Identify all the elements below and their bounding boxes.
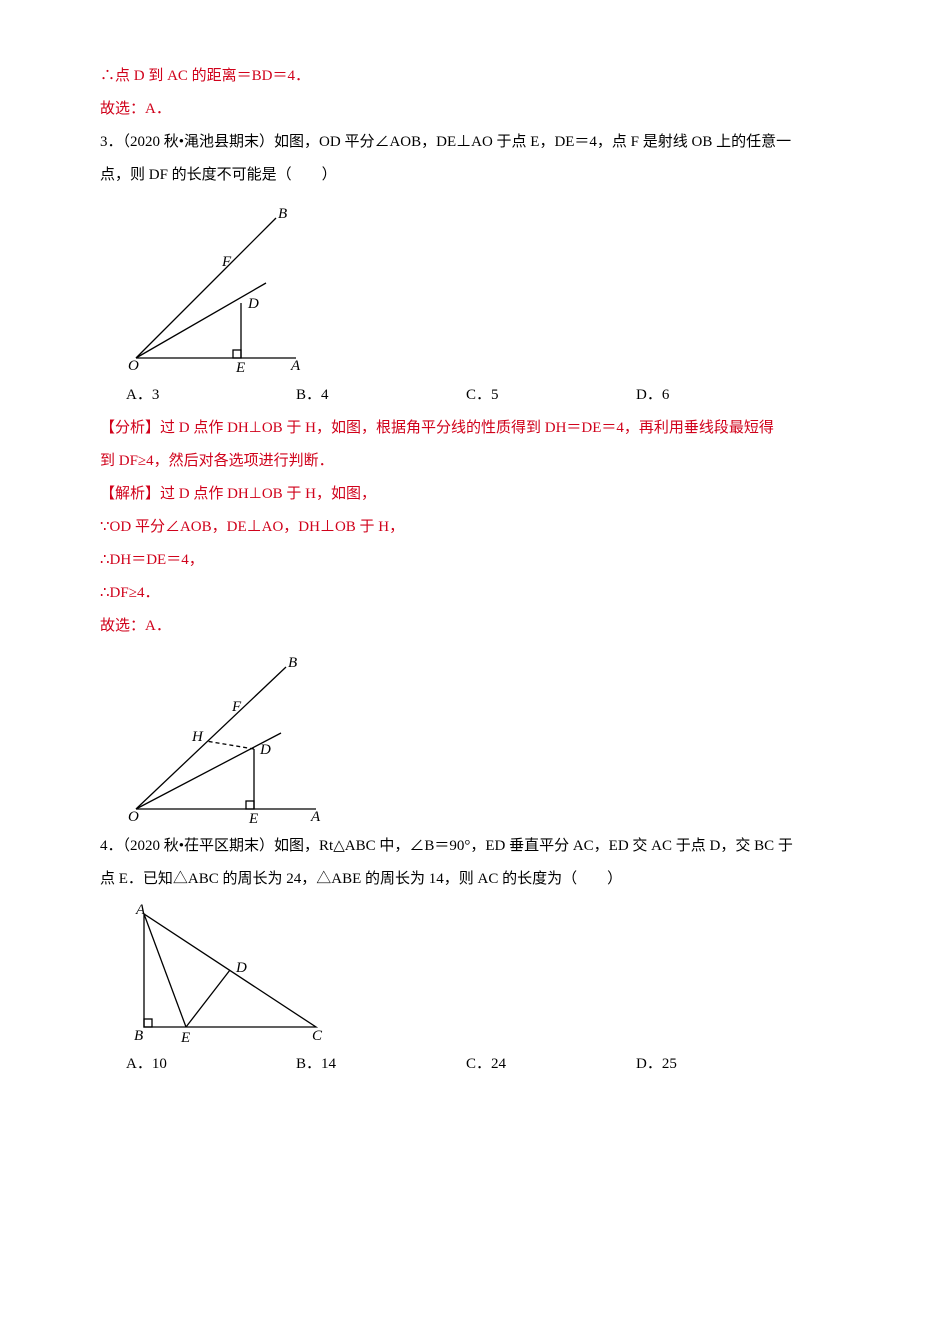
analysis-label: 【分析】 — [100, 420, 160, 436]
svg-text:O: O — [128, 358, 139, 373]
svg-text:F: F — [231, 699, 242, 715]
q3-choice-b: B．4 — [296, 379, 466, 412]
q4-choice-d: D．25 — [636, 1048, 806, 1081]
sol5: 故选：A． — [100, 618, 171, 634]
svg-text:D: D — [247, 296, 259, 312]
svg-text:H: H — [191, 729, 204, 745]
sol1: 过 D 点作 DH⊥OB 于 H，如图， — [160, 486, 376, 502]
q3-choice-c: C．5 — [466, 379, 636, 412]
svg-text:C: C — [312, 1028, 323, 1042]
q3-choices: A．3 B．4 C．5 D．6 — [126, 379, 860, 412]
svg-text:D: D — [235, 960, 247, 976]
q4-stem-a: 如图，Rt△ABC 中，∠B＝90°，ED 垂直平分 AC，ED 交 AC 于点… — [274, 838, 793, 854]
svg-text:E: E — [235, 360, 245, 373]
q4-choice-b: B．14 — [296, 1048, 466, 1081]
solution-label: 【解析】 — [100, 486, 160, 502]
svg-text:E: E — [180, 1030, 190, 1042]
q4-source: （2020 秋•茌平区期末） — [123, 838, 275, 854]
svg-text:A: A — [135, 902, 146, 918]
q4-choice-a: A．10 — [126, 1048, 296, 1081]
q3-stem-b: 点，则 DF 的长度不可能是（ ） — [100, 167, 337, 183]
q3-solution-line5: 故选：A． — [100, 610, 860, 643]
q3-analysis-line2: 到 DF≥4，然后对各选项进行判断． — [100, 445, 860, 478]
analysis-a: 过 D 点作 DH⊥OB 于 H，如图，根据角平分线的性质得到 DH＝DE＝4，… — [160, 420, 774, 436]
sol4: ∴DF≥4． — [100, 585, 159, 601]
q4-stem-line2: 点 E．已知△ABC 的周长为 24，△ABE 的周长为 14，则 AC 的长度… — [100, 863, 860, 896]
q3-solution-line3: ∴DH＝DE＝4， — [100, 544, 860, 577]
q3-figure2: O A E D B F H — [126, 649, 860, 824]
q3-analysis-line1: 【分析】过 D 点作 DH⊥OB 于 H，如图，根据角平分线的性质得到 DH＝D… — [100, 412, 860, 445]
q4-choice-c: C．24 — [466, 1048, 636, 1081]
prev-line1: ∴点 D 到 AC 的距离＝BD＝4． — [100, 60, 860, 93]
svg-text:D: D — [259, 742, 271, 758]
q3-choice-a: A．3 — [126, 379, 296, 412]
q4-stem-b: 点 E．已知△ABC 的周长为 24，△ABE 的周长为 14，则 AC 的长度… — [100, 871, 622, 887]
q3-choice-d: D．6 — [636, 379, 806, 412]
q4-stem-line1: 4．（2020 秋•茌平区期末）如图，Rt△ABC 中，∠B＝90°，ED 垂直… — [100, 830, 860, 863]
svg-text:E: E — [248, 811, 258, 824]
q3-solution-line4: ∴DF≥4． — [100, 577, 860, 610]
q3-solution-line1: 【解析】过 D 点作 DH⊥OB 于 H，如图， — [100, 478, 860, 511]
q4-number: 4． — [100, 838, 123, 854]
analysis-b: 到 DF≥4，然后对各选项进行判断． — [100, 453, 334, 469]
svg-text:B: B — [288, 655, 297, 671]
text: ∴点 D 到 AC 的距离＝BD＝4． — [100, 68, 310, 84]
q4-figure: A B C E D — [126, 902, 860, 1042]
q3-figure1: O A E D B F — [126, 198, 860, 373]
svg-text:B: B — [278, 206, 287, 222]
svg-text:F: F — [221, 254, 232, 270]
q4-choices: A．10 B．14 C．24 D．25 — [126, 1048, 860, 1081]
svg-text:O: O — [128, 809, 139, 824]
q3-stem-line2: 点，则 DF 的长度不可能是（ ） — [100, 159, 860, 192]
q3-solution-line2: ∵OD 平分∠AOB，DE⊥AO，DH⊥OB 于 H， — [100, 511, 860, 544]
sol3: ∴DH＝DE＝4， — [100, 552, 204, 568]
q3-stem-a: 如图，OD 平分∠AOB，DE⊥AO 于点 E，DE＝4，点 F 是射线 OB … — [274, 134, 791, 150]
svg-text:A: A — [290, 358, 301, 373]
q3-source: （2020 秋•渑池县期末） — [123, 134, 275, 150]
sol2: ∵OD 平分∠AOB，DE⊥AO，DH⊥OB 于 H， — [100, 519, 404, 535]
text: 故选：A． — [100, 101, 171, 117]
svg-text:A: A — [310, 809, 321, 824]
q3-number: 3． — [100, 134, 123, 150]
prev-line2: 故选：A． — [100, 93, 860, 126]
svg-text:B: B — [134, 1028, 143, 1042]
q3-stem-line1: 3．（2020 秋•渑池县期末）如图，OD 平分∠AOB，DE⊥AO 于点 E，… — [100, 126, 860, 159]
